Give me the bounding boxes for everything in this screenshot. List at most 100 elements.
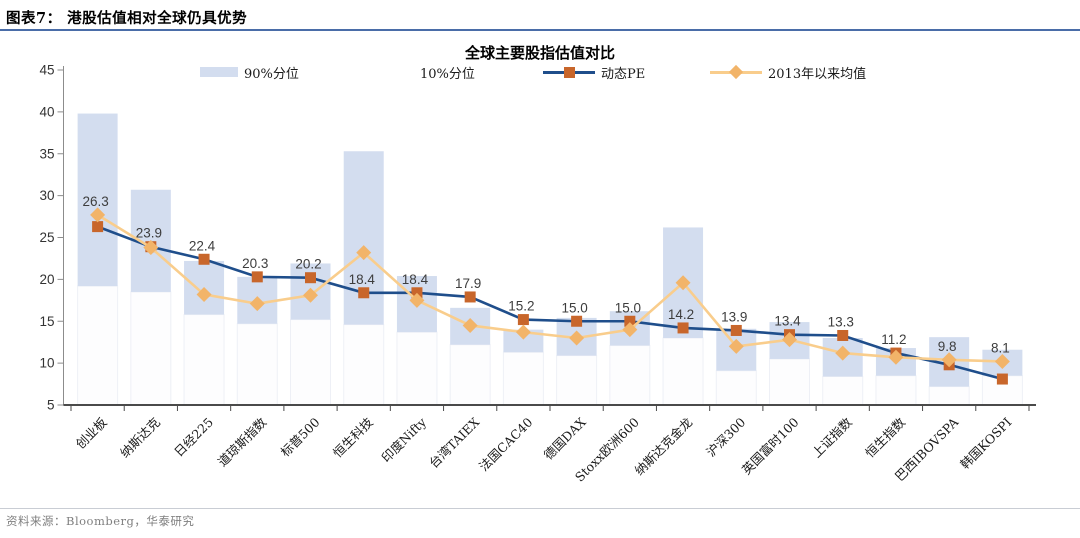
legend-item-90pct: 90%分位	[200, 62, 299, 82]
y-axis-label: 15	[39, 314, 54, 329]
band-swatch-icon	[200, 67, 238, 77]
x-axis-label: 印度Nifty	[378, 414, 429, 465]
p10-base-bar	[77, 285, 119, 406]
pe-data-label: 26.3	[82, 194, 108, 209]
legend-label-pe: 动态PE	[601, 66, 646, 82]
mean-marker	[409, 292, 425, 308]
pe-data-label: 9.8	[938, 339, 957, 354]
y-axis-label: 30	[39, 188, 54, 203]
x-axis-label: 上证指数	[809, 414, 855, 460]
pe-marker	[517, 314, 529, 326]
legend-item-mean: 2013年以来均值	[710, 62, 866, 82]
mean-marker	[941, 352, 957, 368]
p10-base-bar	[715, 370, 757, 406]
mean-marker	[462, 317, 478, 333]
mean-line	[96, 213, 1003, 363]
legend-label-10pct: 10%分位	[420, 66, 475, 82]
pe-marker	[837, 329, 849, 341]
pe-data-label: 15.0	[615, 300, 641, 315]
p10-base-bar	[556, 355, 598, 406]
pe-data-label: 11.2	[881, 332, 906, 347]
pe-line	[97, 225, 1003, 381]
mean-marker	[90, 207, 106, 223]
p10-base-bar	[290, 319, 331, 406]
legend-item-pe: 动态PE	[543, 62, 645, 82]
x-axis-label: 道琼斯指数	[215, 414, 270, 469]
mean-marker	[569, 330, 585, 346]
x-axis-label: 纳斯达克	[117, 415, 163, 461]
x-axis-label: 日经225	[171, 415, 216, 460]
y-axis-label: 25	[39, 230, 54, 245]
mean-marker	[249, 296, 265, 312]
p10-base-bar	[609, 345, 651, 406]
pe-data-label: 13.9	[721, 309, 747, 324]
pe-marker	[730, 324, 742, 336]
legend-label-mean: 2013年以来均值	[768, 66, 867, 82]
footer-divider	[0, 508, 1080, 509]
mean-marker	[143, 240, 159, 256]
y-axis-label: 10	[39, 356, 54, 371]
p10-base-bar	[343, 324, 385, 406]
x-axis-label: 德国DAX	[541, 414, 589, 462]
p10-base-bar	[822, 376, 864, 406]
pe-data-label: 14.2	[668, 307, 694, 322]
pe-marker	[251, 271, 263, 283]
legend-item-10pct: 10%分位	[420, 62, 475, 82]
x-axis-label: 沪深300	[703, 414, 748, 459]
x-axis-label: 标普500	[277, 414, 322, 459]
p10-base-bar	[928, 386, 970, 406]
p10-base-bar	[130, 291, 172, 406]
p10-base-bar	[449, 344, 491, 406]
y-axis-label: 35	[39, 146, 54, 161]
pe-marker	[464, 291, 476, 303]
pe-marker	[677, 322, 689, 334]
pe-data-label: 23.9	[136, 226, 162, 241]
chart-legend: 90%分位 10%分位 动态PE 2013年以来均值	[0, 62, 1080, 82]
x-axis-label: 纳斯达克金龙	[632, 415, 696, 479]
p10-base-bar	[502, 351, 544, 406]
y-axis-label: 5	[47, 398, 55, 413]
x-axis-label: 恒生指数	[862, 414, 908, 460]
x-axis-label: 法国CAC40	[476, 414, 535, 473]
percentile-band-bar	[77, 113, 118, 287]
pe-marker	[571, 315, 583, 327]
x-axis-label: 韩国KOSPI	[957, 414, 1014, 471]
source-note: 资料来源：Bloomberg，华泰研究	[6, 514, 195, 528]
mean-marker	[888, 349, 904, 365]
pe-marker	[358, 287, 370, 299]
mean-marker	[196, 286, 212, 302]
pe-data-label: 18.4	[349, 272, 376, 287]
mean-line-swatch-icon	[710, 64, 762, 80]
pe-data-label: 8.1	[991, 340, 1010, 355]
x-axis-label: 台湾TAIEX	[426, 414, 482, 470]
header-divider	[0, 29, 1080, 31]
percentile-band-bar	[343, 151, 384, 325]
figure-title: 图表7： 港股估值相对全球仍具优势	[6, 10, 248, 27]
x-axis-label: 英国富时100	[739, 414, 802, 477]
legend-label-90pct: 90%分位	[244, 66, 299, 82]
pe-marker	[305, 272, 316, 284]
chart-title: 全球主要股指估值对比	[464, 44, 615, 62]
mean-marker	[728, 338, 744, 354]
pe-data-label: 15.2	[508, 299, 534, 314]
mean-marker	[675, 275, 691, 291]
p10-base-bar	[769, 358, 810, 406]
p10-base-bar	[662, 337, 704, 406]
pe-data-label: 20.2	[295, 257, 321, 272]
pe-marker	[92, 221, 104, 233]
mean-marker	[782, 332, 797, 348]
mean-marker	[622, 322, 638, 338]
pe-line-swatch-icon	[543, 66, 595, 78]
pe-marker	[198, 253, 210, 265]
p10-base-bar	[875, 375, 917, 406]
pe-data-label: 17.9	[455, 276, 481, 291]
pe-data-label: 22.4	[189, 238, 216, 253]
p10-base-bar	[396, 331, 438, 406]
mean-marker	[835, 345, 851, 361]
mean-marker	[994, 353, 1010, 369]
pe-data-label: 15.0	[561, 300, 587, 315]
p10-base-bar	[183, 314, 225, 406]
pe-data-label: 13.4	[774, 314, 801, 329]
